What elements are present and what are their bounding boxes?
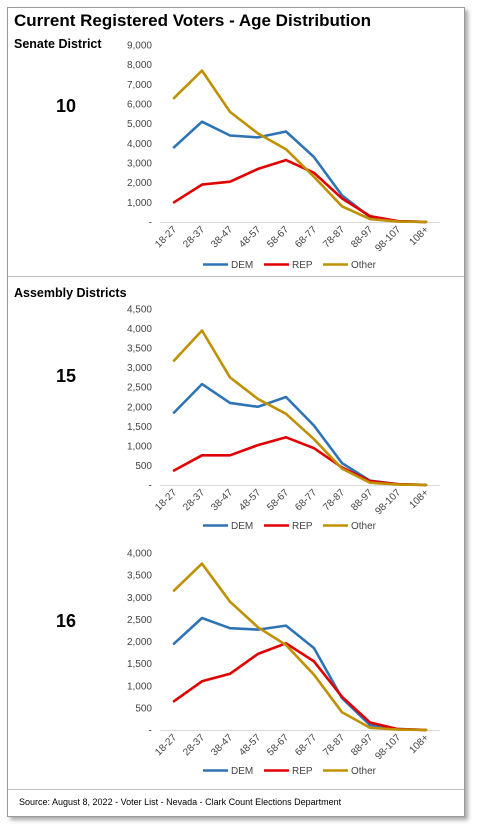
y-tick-label: 3,000: [127, 159, 152, 170]
y-tick-label: 8,000: [127, 60, 152, 71]
y-tick-label: 4,000: [127, 324, 152, 335]
y-tick-label: 5,000: [127, 119, 152, 130]
y-tick-label: 500: [135, 461, 152, 472]
legend-label-dem: DEM: [231, 260, 253, 271]
y-tick-label: -: [149, 481, 152, 492]
y-tick-label: 4,500: [127, 305, 152, 316]
district-number-15: 15: [55, 366, 77, 386]
y-tick-label: 9,000: [127, 41, 152, 52]
legend-label-other: Other: [351, 521, 377, 532]
y-tick-label: 2,500: [127, 615, 152, 626]
legend-label-rep: REP: [292, 521, 313, 532]
y-tick-label: 1,500: [127, 422, 152, 433]
x-tick-label: 68-77: [293, 732, 319, 758]
source-footer: Source: August 8, 2022 - Voter List - Ne…: [19, 797, 342, 807]
y-tick-label: 4,000: [127, 549, 152, 560]
y-tick-label: 3,000: [127, 363, 152, 374]
y-tick-label: 2,000: [127, 637, 152, 648]
legend-label-rep: REP: [292, 260, 313, 271]
x-tick-label: 78-87: [321, 732, 347, 758]
footer-divider: [8, 789, 464, 790]
series-line-other: [172, 562, 428, 732]
y-tick-label: 2,000: [127, 402, 152, 413]
x-tick-label: 38-47: [209, 732, 235, 758]
y-tick-label: 6,000: [127, 100, 152, 111]
y-tick-label: -: [149, 726, 152, 737]
series-line-other: [172, 329, 428, 487]
section-divider: [8, 276, 464, 277]
report-frame: [7, 7, 465, 817]
y-tick-label: 500: [135, 703, 152, 714]
x-tick-label: 58-67: [265, 732, 291, 758]
series-line-other: [172, 69, 428, 224]
y-tick-label: 3,500: [127, 344, 152, 355]
x-tick-label: 98-107: [373, 732, 403, 762]
y-tick-label: 7,000: [127, 80, 152, 91]
section-label-senate: Senate District: [14, 37, 102, 51]
page-title: Current Registered Voters - Age Distribu…: [14, 11, 372, 30]
legend-label-dem: DEM: [231, 521, 253, 532]
y-tick-label: 1,000: [127, 441, 152, 452]
series-line-dem: [172, 616, 428, 732]
series-line-rep: [172, 641, 428, 732]
x-tick-label: 28-37: [181, 732, 207, 758]
legend-label-other: Other: [351, 260, 377, 271]
y-tick-label: 1,000: [127, 198, 152, 209]
legend-label-rep: REP: [292, 766, 313, 777]
x-tick-label: 48-57: [237, 732, 263, 758]
district-number-10: 10: [55, 96, 77, 116]
y-tick-label: 1,000: [127, 681, 152, 692]
legend-label-other: Other: [351, 766, 377, 777]
section-label-assembly: Assembly Districts: [14, 286, 127, 300]
y-tick-label: 2,000: [127, 178, 152, 189]
district-number-16: 16: [55, 611, 77, 631]
legend-label-dem: DEM: [231, 766, 253, 777]
y-tick-label: -: [149, 218, 152, 229]
x-tick-label: 18-27: [153, 732, 179, 758]
x-tick-label: 108+: [407, 732, 431, 756]
series-line-rep: [172, 158, 428, 224]
y-tick-label: 4,000: [127, 139, 152, 150]
y-tick-label: 2,500: [127, 383, 152, 394]
y-tick-label: 1,500: [127, 659, 152, 670]
y-tick-label: 3,500: [127, 571, 152, 582]
x-tick-label: 88-97: [349, 732, 375, 758]
y-tick-label: 3,000: [127, 593, 152, 604]
